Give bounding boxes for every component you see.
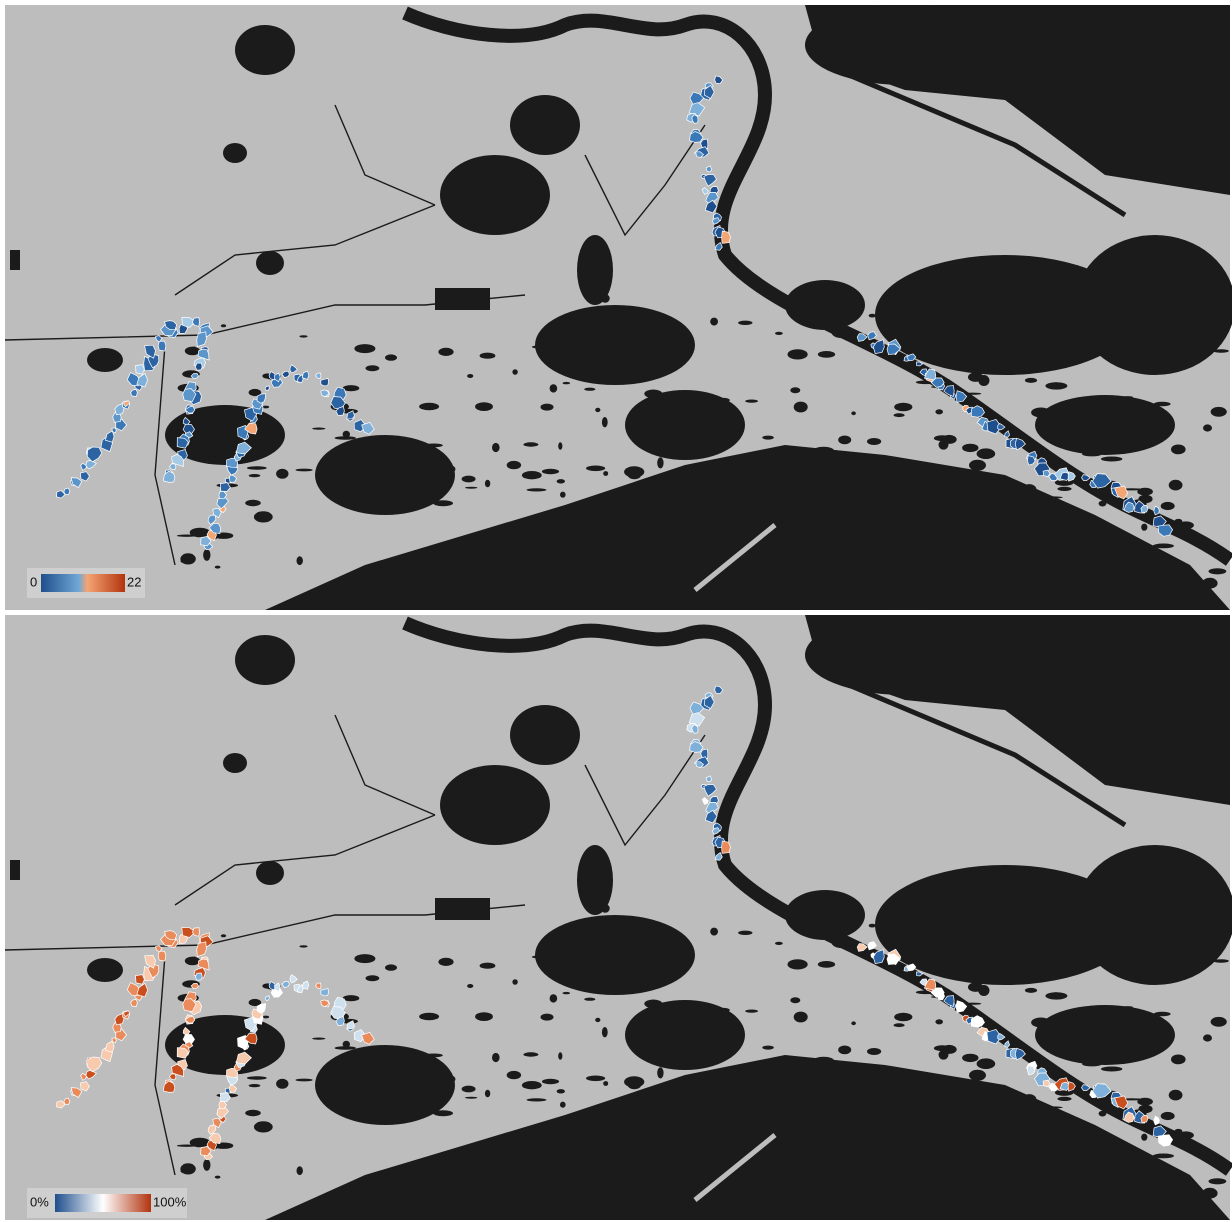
- polygon-patch: [136, 365, 145, 375]
- polygon-patch: [64, 1098, 70, 1105]
- map-figure: 0 22 0% 100%: [0, 0, 1232, 1222]
- legend-ramp: [55, 1194, 151, 1212]
- legend: 0% 100%: [27, 1188, 187, 1218]
- map-panel: 0 22: [5, 5, 1232, 610]
- polygon-patch: [195, 973, 202, 980]
- basemap: [5, 5, 1232, 610]
- map-panel: 0% 100%: [5, 615, 1232, 1220]
- polygon-patch: [158, 341, 166, 351]
- basemap: [5, 615, 1232, 1220]
- page: 0 22 0% 100% (() => { const data = JSON.…: [0, 0, 1232, 1222]
- legend-max: 100%: [153, 1194, 187, 1209]
- polygon-patch: [321, 379, 329, 386]
- polygon-patch: [722, 231, 731, 243]
- polygon-patch: [195, 363, 202, 370]
- polygon-patch: [158, 951, 166, 961]
- polygon-patch: [136, 975, 145, 985]
- legend: 0 22: [27, 568, 145, 598]
- polygon-patch: [64, 488, 70, 495]
- legend-min: 0: [30, 574, 37, 589]
- legend-ramp: [41, 574, 125, 592]
- polygon-patch: [722, 841, 731, 853]
- legend-min: 0%: [30, 1194, 49, 1209]
- polygon-patch: [321, 989, 329, 996]
- legend-max: 22: [127, 574, 141, 589]
